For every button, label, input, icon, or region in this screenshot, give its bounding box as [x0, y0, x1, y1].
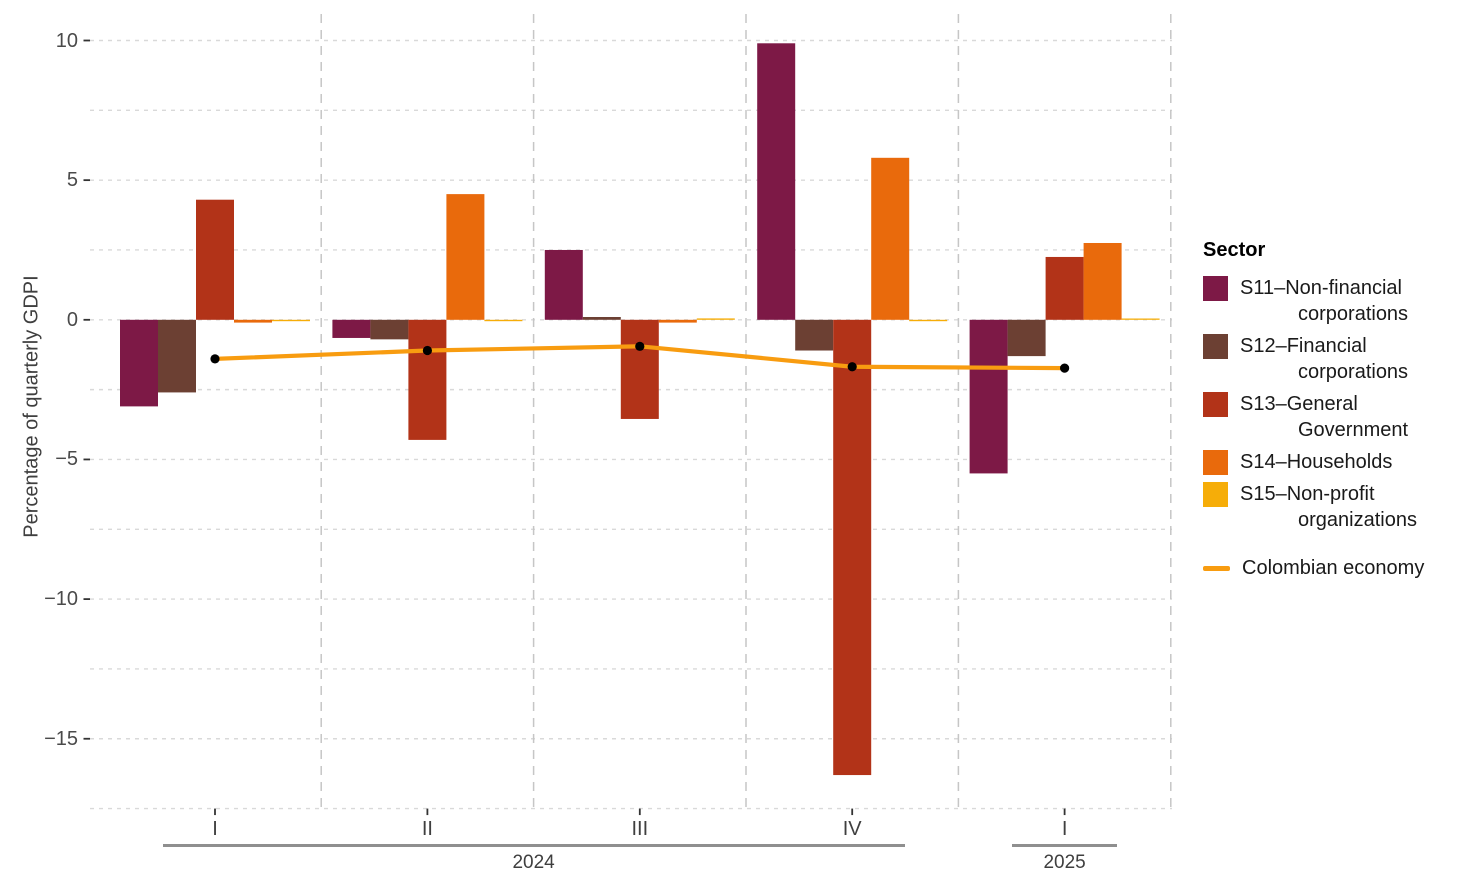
legend-swatch-S14 — [1203, 450, 1228, 475]
y-tick-label-10: 10 — [55, 29, 78, 52]
y-tick-label-−5: −5 — [55, 448, 78, 471]
bar-S13-q2 — [408, 319, 447, 440]
legend-swatch-S15 — [1203, 482, 1228, 507]
bar-S11-q1 — [120, 319, 158, 407]
legend-label-S13: S13–General Government — [1240, 393, 1409, 441]
bar-S11-q4 — [757, 43, 796, 320]
y-tick-label-−15: −15 — [44, 727, 78, 750]
x-tick-label-quarter: IV — [842, 817, 862, 840]
legend-item-colombian-economy: Colombian economy — [1203, 555, 1475, 581]
legend-items: S11–Non-financial corporations S12–Financi… — [1203, 275, 1475, 533]
legend-label-S15: S15–Non-profit organizations — [1240, 483, 1417, 531]
y-tick-label-−10: −10 — [44, 588, 78, 611]
y-tick-label-0: 0 — [66, 308, 78, 331]
bar-S12-q1 — [158, 319, 196, 393]
bar-S14-q2 — [446, 194, 485, 320]
bar-S14-q3 — [658, 319, 697, 323]
legend-swatch-S13 — [1203, 392, 1228, 417]
bar-S11-q5 — [969, 319, 1008, 474]
bar-S12-q2 — [370, 319, 409, 340]
year-label-2025: 2025 — [1043, 852, 1086, 873]
bar-S15-q5 — [1121, 318, 1160, 320]
y-tick-label-5: 5 — [66, 169, 78, 192]
legend-item-S12: S12–Financial corporations — [1203, 333, 1475, 385]
bar-S14-q1 — [234, 319, 272, 323]
y-axis-title: Percentage of quarterly GDPI — [20, 275, 43, 538]
year-group-line-2025 — [1012, 844, 1118, 847]
year-label-2024: 2024 — [512, 852, 555, 873]
economy-line-point — [210, 354, 220, 364]
bar-S15-q1 — [272, 319, 310, 322]
bar-S13-q4 — [833, 319, 872, 776]
legend-item-S15: S15–Non-profit organizations — [1203, 481, 1475, 533]
economy-line-point — [1060, 363, 1070, 373]
bar-S14-q5 — [1083, 242, 1122, 320]
x-tick-label-quarter: II — [421, 817, 433, 840]
bar-S15-q4 — [909, 319, 948, 322]
economy-line-swatch — [1203, 565, 1230, 571]
bar-S12-q5 — [1007, 319, 1046, 357]
legend-item-S11: S11–Non-financial corporations — [1203, 275, 1475, 327]
legend: Sector S11–Non-financial corporations S12–… — [1203, 239, 1475, 581]
legend-label-colombian-economy: Colombian economy — [1242, 557, 1425, 579]
legend-swatch-S11 — [1203, 276, 1228, 301]
legend-label-S12: S12–Financial corporations — [1240, 335, 1409, 383]
year-group-line-2024 — [162, 844, 905, 847]
x-tick-label-quarter: I — [212, 817, 218, 840]
economy-line-point — [847, 362, 857, 372]
legend-item-S13: S13–General Government — [1203, 391, 1475, 443]
economy-line-point — [635, 341, 645, 351]
bar-S13-q5 — [1045, 256, 1084, 320]
x-tick-label-quarter: III — [631, 817, 649, 840]
legend-label-S14: S14–Households — [1240, 451, 1393, 473]
bar-S12-q4 — [795, 319, 834, 351]
x-tick-label-quarter: I — [1061, 817, 1068, 840]
legend-label-S11: S11–Non-financial corporations — [1240, 277, 1409, 325]
bar-S15-q2 — [484, 319, 523, 322]
bar-S14-q4 — [871, 157, 910, 320]
bar-S13-q1 — [196, 199, 234, 320]
economy-line-point — [422, 345, 432, 356]
legend-item-S14: S14–Households — [1203, 449, 1475, 475]
bar-S11-q2 — [332, 319, 371, 338]
bar-S12-q3 — [582, 317, 621, 320]
legend-swatch-S12 — [1203, 334, 1228, 359]
legend-title: Sector — [1203, 239, 1266, 261]
bar-S15-q3 — [696, 318, 735, 320]
bar-S13-q3 — [620, 319, 659, 419]
bar-S11-q3 — [544, 249, 583, 320]
